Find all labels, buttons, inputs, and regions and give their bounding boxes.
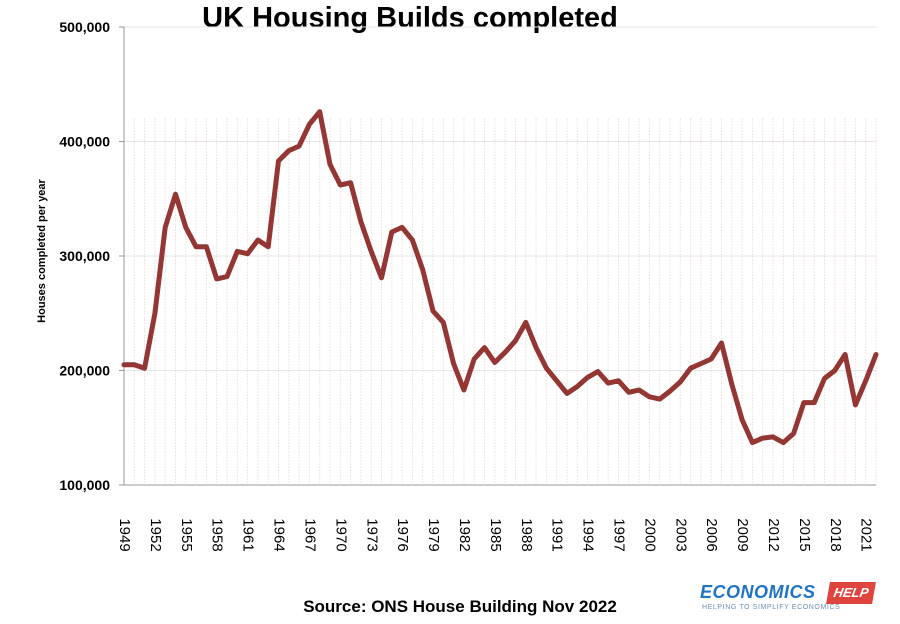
x-tick-label: 2003 <box>672 518 689 551</box>
x-tick-label: 1985 <box>487 518 504 551</box>
y-tick-label: 500,000 <box>59 19 110 35</box>
x-tick-label: 1964 <box>271 518 288 551</box>
x-tick-label: 1976 <box>394 518 411 551</box>
x-tick-label: 2015 <box>796 518 813 551</box>
economics-help-logo: ECONOMICS HELP HELPING TO SIMPLIFY ECONO… <box>700 580 880 616</box>
y-tick-label: 400,000 <box>59 134 110 150</box>
x-tick-label: 2009 <box>734 518 751 551</box>
y-tick-label: 300,000 <box>59 248 110 264</box>
x-tick-label: 1955 <box>178 518 195 551</box>
x-tick-label: 1991 <box>549 518 566 551</box>
x-tick-label: 2021 <box>858 518 875 551</box>
y-tick-label: 100,000 <box>59 477 110 493</box>
series-line <box>121 109 879 446</box>
x-tick-label: 1988 <box>518 518 535 551</box>
x-tick-label: 1967 <box>301 518 318 551</box>
x-tick-label: 1997 <box>610 518 627 551</box>
x-tick-label: 2000 <box>641 518 658 551</box>
x-tick-label: 1982 <box>456 518 473 551</box>
chart-title: UK Housing Builds completed <box>202 2 618 34</box>
x-tick-label: 1994 <box>580 518 597 551</box>
x-tick-label: 2006 <box>703 518 720 551</box>
x-tick-label: 2012 <box>765 518 782 551</box>
x-tick-label: 2018 <box>827 518 844 551</box>
logo-text: ECONOMICS <box>700 582 816 602</box>
logo-badge: HELP <box>826 582 876 604</box>
source-note: Source: ONS House Building Nov 2022 <box>303 597 617 616</box>
x-tick-label: 1961 <box>240 518 257 551</box>
x-tick-label: 1958 <box>209 518 226 551</box>
x-tick-label: 1973 <box>363 518 380 551</box>
x-tick-label: 1979 <box>425 518 442 551</box>
x-tick-label: 1952 <box>147 518 164 551</box>
x-tick-label: 1949 <box>116 518 133 551</box>
x-tick-label: 1970 <box>332 518 349 551</box>
y-tick-label: 200,000 <box>59 363 110 379</box>
logo-tagline: HELPING TO SIMPLIFY ECONOMICS <box>702 604 841 611</box>
